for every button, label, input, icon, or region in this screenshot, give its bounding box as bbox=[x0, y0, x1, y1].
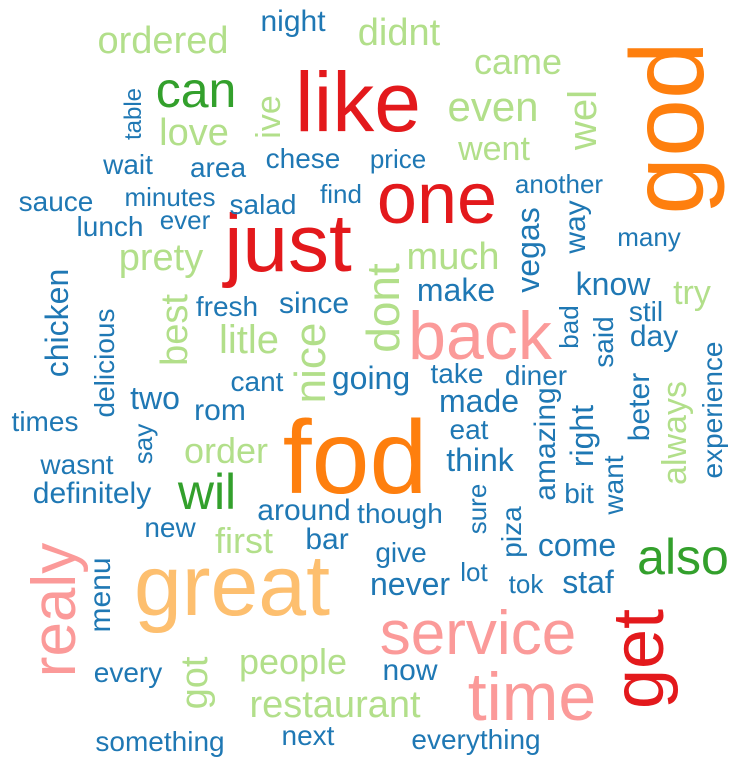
word-ive: ive bbox=[250, 95, 288, 139]
word-cant: cant bbox=[230, 366, 284, 397]
word-price: price bbox=[369, 144, 427, 174]
word-say: say bbox=[128, 423, 158, 465]
word-staf: staf bbox=[562, 564, 614, 600]
word-two: two bbox=[130, 380, 180, 416]
word-amazing: amazing bbox=[529, 387, 562, 501]
word-much: much bbox=[406, 236, 500, 278]
word-people: people bbox=[238, 641, 348, 682]
word-chese: chese bbox=[265, 143, 341, 174]
word-day: day bbox=[629, 320, 679, 353]
word-didnt: didnt bbox=[357, 12, 441, 54]
word-vegas: vegas bbox=[510, 207, 546, 293]
word-fresh: fresh bbox=[195, 291, 259, 322]
word-god: god bbox=[610, 41, 726, 215]
word-piza: piza bbox=[496, 506, 527, 558]
word-table: table bbox=[120, 87, 147, 141]
word-one: one bbox=[376, 159, 498, 239]
word-think: think bbox=[446, 442, 514, 478]
word-best: best bbox=[154, 294, 196, 366]
word-rom: rom bbox=[194, 394, 246, 427]
word-fod: fod bbox=[282, 400, 428, 516]
word-prety: prety bbox=[118, 237, 204, 279]
word-around: around bbox=[257, 494, 351, 527]
word-went: went bbox=[458, 130, 530, 168]
word-never: never bbox=[369, 566, 451, 602]
word-night: night bbox=[260, 5, 326, 38]
word-going: going bbox=[331, 360, 411, 396]
word-every: every bbox=[93, 657, 163, 688]
word-wasnt: wasnt bbox=[40, 449, 114, 480]
word-find: find bbox=[320, 179, 362, 209]
word-eat: eat bbox=[449, 414, 489, 445]
word-give: give bbox=[375, 537, 427, 568]
word-first: first bbox=[215, 520, 273, 561]
word-way: way bbox=[559, 200, 592, 254]
word-want: want bbox=[598, 455, 629, 515]
word-make: make bbox=[416, 272, 496, 308]
word-menu: menu bbox=[84, 557, 117, 633]
word-came: came bbox=[473, 41, 563, 82]
word-got: got bbox=[174, 656, 216, 710]
word-beter: beter bbox=[623, 372, 656, 442]
word-made: made bbox=[438, 383, 520, 419]
word-everything: everything bbox=[411, 724, 541, 755]
word-chicken: chicken bbox=[39, 268, 75, 378]
word-realy: realy bbox=[20, 542, 89, 678]
word-get: get bbox=[599, 608, 679, 710]
word-service: service bbox=[379, 599, 577, 668]
word-delicious: delicious bbox=[89, 308, 120, 418]
word-back: back bbox=[408, 298, 552, 374]
word-also: also bbox=[637, 529, 729, 585]
word-right: right bbox=[564, 404, 600, 468]
word-like: like bbox=[294, 55, 422, 149]
word-bar: bar bbox=[305, 523, 349, 556]
word-experience: experience bbox=[697, 341, 728, 479]
word-said: said bbox=[588, 316, 619, 368]
word-nice: nice bbox=[286, 322, 335, 404]
word-now: now bbox=[382, 654, 438, 687]
word-bad: bad bbox=[554, 305, 584, 349]
word-another: another bbox=[514, 169, 604, 199]
word-can: can bbox=[155, 62, 237, 118]
word-come: come bbox=[537, 527, 617, 563]
word-minutes: minutes bbox=[124, 182, 216, 212]
word-great: great bbox=[133, 538, 331, 634]
word-many: many bbox=[617, 222, 681, 252]
word-sure: sure bbox=[462, 483, 492, 535]
word-time: time bbox=[467, 659, 597, 735]
word-sauce: sauce bbox=[18, 186, 94, 217]
word-always: always bbox=[656, 381, 694, 485]
word-wel: wel bbox=[561, 89, 605, 151]
word-lot: lot bbox=[460, 557, 488, 587]
word-try: try bbox=[673, 274, 711, 312]
word-wil: wil bbox=[177, 464, 237, 520]
word-dont: dont bbox=[357, 263, 409, 353]
word-ordered: ordered bbox=[97, 20, 229, 62]
word-salad: salad bbox=[229, 189, 297, 220]
word-litle: litle bbox=[218, 318, 280, 362]
word-area: area bbox=[189, 152, 247, 183]
word-take: take bbox=[430, 358, 484, 389]
word-restaurant: restaurant bbox=[249, 684, 421, 726]
word-since: since bbox=[278, 287, 350, 320]
word-new: new bbox=[144, 512, 196, 543]
word-bit: bit bbox=[564, 478, 594, 509]
word-know: know bbox=[575, 266, 651, 302]
word-next: next bbox=[281, 720, 335, 751]
word-love: love bbox=[159, 112, 229, 154]
word-tok: tok bbox=[508, 569, 544, 599]
word-order: order bbox=[183, 430, 269, 471]
word-wait: wait bbox=[103, 149, 153, 180]
word-stil: stil bbox=[628, 296, 664, 327]
word-definitely: definitely bbox=[32, 477, 152, 510]
word-lunch: lunch bbox=[76, 211, 144, 242]
word-even: even bbox=[447, 83, 539, 130]
word-something: something bbox=[95, 726, 225, 757]
word-just: just bbox=[224, 198, 352, 289]
word-though: though bbox=[357, 498, 443, 529]
word-times: times bbox=[11, 406, 79, 437]
word-diner: diner bbox=[504, 360, 568, 391]
word-ever: ever bbox=[159, 205, 211, 235]
